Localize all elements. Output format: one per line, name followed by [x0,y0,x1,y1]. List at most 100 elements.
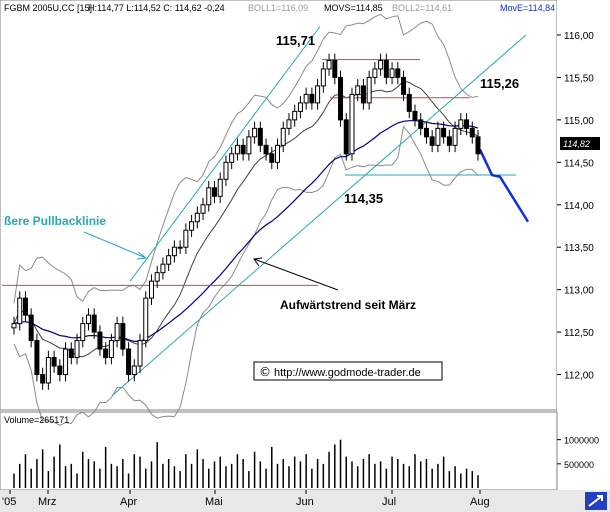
candle-body [263,144,269,155]
candle-body [338,76,344,121]
watermark-box [253,361,443,381]
candle-body [315,85,321,104]
label-trend: Aufwärtstrend seit März [280,298,416,312]
candle-body [85,314,91,325]
candle-body [68,348,74,359]
watermark-text: http://www.godmode-trader.de [274,367,421,379]
candle-body [252,127,258,138]
candle-body [171,246,177,257]
candle-body [286,119,292,129]
time-axis-label: Jul [382,496,396,508]
candle-body [383,59,389,78]
candle-body [360,85,366,104]
header-boll2: BOLL2=114,61 [392,3,452,13]
candle-body [28,314,34,342]
candle-body [435,127,441,146]
label-resistance: 115,26 [480,76,519,91]
header-symbol: FGBM 2005U,CC [15] [4,3,92,13]
candle-body [74,340,80,359]
candle-body [63,348,69,376]
axes: 116,00 115,50 115,00 114,50 114,00 113,50 113,… [2,31,599,508]
candle-body [154,272,160,282]
label-support: 114,35 [344,191,383,206]
candle-body [11,323,17,329]
candle-body [395,68,401,78]
candle-body [194,212,200,223]
candle-body [120,323,126,350]
candle-body [108,340,114,359]
candle-body [297,102,303,112]
candle-body [429,136,435,146]
label-pullback: ßere Pullbacklinie [4,214,106,228]
copyright-icon: © [259,365,271,379]
candle-body [80,323,86,342]
candle-body [103,348,109,359]
candle-body [229,153,235,163]
candle-body [234,144,240,155]
price-axis-label: 115,00 [564,116,594,127]
candlesticks [11,53,481,390]
volume-axis-label: 1000000 [564,436,599,446]
candle-body [177,246,183,249]
forecast-line [478,149,530,223]
candle-body [349,93,355,155]
candle-body [223,161,229,180]
candle-body [275,144,281,163]
candle-body [114,323,120,342]
time-axis-label: Apr [120,496,137,508]
header-move: MovE=114,84 [500,3,555,13]
moving-average-simple-line [13,80,479,358]
moving-average-exp-line [13,120,479,342]
candle-body [441,127,447,138]
candle-body [366,76,372,104]
candle-body [326,59,332,70]
price-axis-label: 115,50 [564,73,594,84]
price-axis-label: 113,00 [564,286,594,297]
price-tag-box [560,137,600,150]
trend-channel-lower [111,34,527,397]
price-axis-label: 114,00 [564,201,594,212]
price-axis-label: 112,50 [564,328,594,339]
candle-body [464,119,470,129]
time-axis-label: Aug [470,496,490,508]
candle-body [401,76,407,95]
price-axis-area [557,0,610,410]
volume-bars [13,439,479,488]
candle-body [45,357,51,384]
price-axis-label: 113,50 [564,243,594,254]
volume-label: Volume=265171 [4,415,69,425]
candle-body [412,110,418,121]
candle-body [378,59,384,70]
candle-body [280,127,286,146]
candle-body [189,221,195,231]
candle-body [458,119,464,129]
candle-body [389,68,395,78]
header-movs: MOVS=114,85 [324,3,383,13]
time-axis-label: Mrz [38,496,56,508]
trend-channel-upper [129,26,321,282]
candle-body [309,93,315,104]
candle-body [143,297,149,342]
bollinger-upper-line [13,13,479,304]
label-high: 115,71 [276,33,315,48]
arrow-diagonal-icon [588,495,603,507]
candle-body [418,119,424,129]
candle-body [131,365,137,376]
bollinger-lower-line [13,125,479,426]
time-axis-label: Mai [205,496,223,508]
candle-body [320,68,326,87]
price-axis-label: 114,50 [564,158,594,169]
time-axis-label: Jun [296,496,314,508]
candle-body [246,136,252,155]
candle-body [166,255,172,265]
candle-body [34,340,40,376]
candle-body [452,127,458,146]
candle-body [269,153,275,163]
trend-arrow [253,257,339,291]
candle-body [51,357,57,367]
price-axis-label: 112,00 [564,371,594,382]
candle-body [17,297,23,325]
candle-body [22,297,28,316]
candle-body [240,144,246,155]
